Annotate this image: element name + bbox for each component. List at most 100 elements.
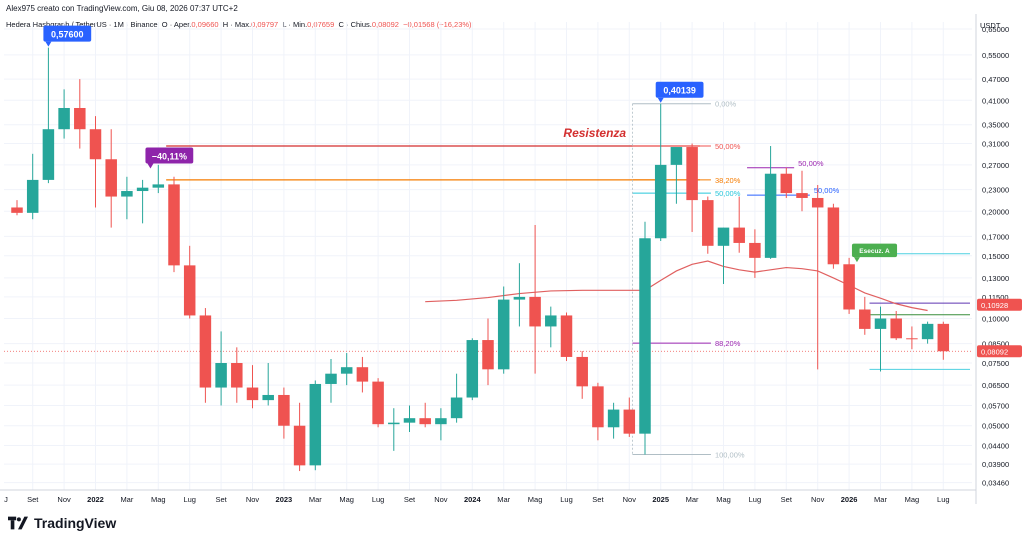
ohlc-high: H · Max.0,09797: [222, 20, 279, 29]
candle: [513, 263, 526, 327]
candle: [183, 245, 196, 319]
callout-box: [145, 147, 194, 164]
candles: [11, 47, 950, 472]
y-tick-label: 0,13000: [982, 274, 1009, 283]
candle: [937, 321, 950, 360]
candle: [403, 405, 416, 433]
candle-body: [686, 147, 698, 201]
candle: [639, 221, 651, 455]
candle-body: [560, 315, 573, 357]
candle: [419, 402, 431, 428]
callout-label: 0,40139: [655, 81, 704, 103]
candle: [231, 347, 243, 403]
price-tag-box: [977, 298, 1022, 311]
x-tick-label: Mag: [528, 495, 543, 504]
candle-body: [623, 409, 636, 434]
candle: [105, 129, 117, 228]
x-tick-label: Set: [404, 495, 416, 504]
candle: [529, 225, 541, 374]
x-tick-label: Mar: [686, 495, 699, 504]
candle-body: [576, 356, 588, 387]
x-tick-label: Mag: [151, 495, 166, 504]
candle: [843, 257, 855, 314]
x-tick-label: Lug: [183, 495, 196, 504]
y-axis-unit: USDT: [980, 21, 1001, 30]
candle-body: [74, 107, 86, 130]
candle-body: [811, 197, 824, 208]
candle-body: [231, 363, 243, 388]
candle-body: [592, 386, 604, 428]
candle-body: [58, 107, 70, 130]
candle-body: [607, 409, 620, 428]
candle: [780, 167, 793, 198]
x-tick-label: Mar: [120, 495, 133, 504]
x-tick-label: Set: [592, 495, 604, 504]
candle: [859, 296, 871, 335]
candle: [152, 164, 165, 194]
x-tick-label: Lug: [749, 495, 762, 504]
price-tag-box: [977, 345, 1022, 358]
y-tick-label: 0,07500: [982, 359, 1009, 368]
candle-body: [545, 315, 557, 327]
x-tick-label: Mar: [497, 495, 510, 504]
candle: [450, 373, 463, 423]
candle: [89, 116, 102, 208]
x-tick-label: Set: [215, 495, 227, 504]
candle: [827, 203, 840, 269]
candle: [262, 363, 274, 406]
candle-body: [780, 173, 793, 194]
y-tick-label: 0,03460: [982, 479, 1009, 488]
candle-body: [11, 207, 23, 213]
x-tick-label: 2026: [841, 495, 858, 504]
candle-body: [702, 200, 714, 246]
candle-body: [340, 367, 353, 374]
y-tick-label: 0,10000: [982, 315, 1009, 324]
candle: [215, 331, 227, 406]
y-tick-label: 0,47000: [982, 75, 1009, 84]
x-tick-label: 2022: [87, 495, 104, 504]
candle-body: [435, 418, 447, 425]
candle: [811, 185, 824, 370]
candle: [42, 47, 55, 184]
candle: [874, 306, 887, 372]
candle-body: [654, 164, 667, 239]
candle-body: [136, 187, 149, 192]
callout-pointer: [657, 97, 664, 103]
x-tick-label: J: [4, 495, 8, 504]
y-tick-label: 0,35000: [982, 121, 1009, 130]
candle-body: [827, 207, 840, 265]
y-tick-label: 0,08500: [982, 340, 1009, 349]
candle: [309, 380, 322, 471]
candle: [733, 196, 745, 253]
candle-body: [152, 184, 165, 188]
x-tick-label: Set: [781, 495, 793, 504]
y-tick-label: 0,05000: [982, 422, 1009, 431]
fib-level-label: 50,00%: [715, 189, 741, 198]
y-tick-label: 0,11500: [982, 293, 1009, 302]
y-tick-label: 0,17000: [982, 232, 1009, 241]
ohlc-open: O · Aper.0,09660: [161, 20, 219, 29]
candle: [592, 382, 604, 441]
candle: [199, 308, 212, 403]
candle-body: [921, 323, 934, 340]
candle-body: [293, 425, 306, 466]
price-tag: 0,08092: [977, 345, 1022, 358]
fib-level-label: 50,00%: [798, 159, 824, 168]
y-tick-label: 0,23000: [982, 186, 1009, 195]
callout-text: −40,11%: [152, 152, 187, 162]
candle-body: [388, 422, 400, 425]
price-tag: 0,10928: [977, 298, 1022, 311]
y-tick-label: 0,55000: [982, 51, 1009, 60]
candle-body: [890, 318, 902, 339]
candle: [388, 408, 400, 451]
callout-pointer: [45, 41, 52, 47]
candle: [58, 89, 70, 139]
candle-body: [796, 193, 808, 198]
candle: [372, 378, 384, 428]
candle-body: [843, 264, 855, 310]
y-tick-label: 0,15000: [982, 252, 1009, 261]
x-tick-label: Lug: [560, 495, 573, 504]
candle-body: [482, 340, 494, 370]
candle: [168, 176, 180, 273]
